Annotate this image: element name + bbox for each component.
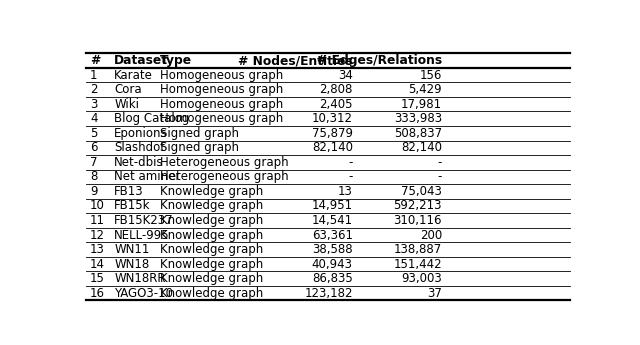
Text: Karate: Karate <box>114 69 153 82</box>
Text: -: - <box>438 170 442 184</box>
Text: Heterogeneous graph: Heterogeneous graph <box>161 156 289 169</box>
Text: 5,429: 5,429 <box>408 83 442 96</box>
Text: Slashdot: Slashdot <box>114 141 165 154</box>
Text: 16: 16 <box>90 287 105 300</box>
Text: Signed graph: Signed graph <box>161 127 239 140</box>
Text: WN18: WN18 <box>114 258 150 270</box>
Text: 8: 8 <box>90 170 97 184</box>
Text: Signed graph: Signed graph <box>161 141 239 154</box>
Text: Knowledge graph: Knowledge graph <box>161 272 264 285</box>
Text: 333,983: 333,983 <box>394 112 442 125</box>
Text: YAGO3-10: YAGO3-10 <box>114 287 173 300</box>
Text: 17,981: 17,981 <box>401 98 442 111</box>
Text: Heterogeneous graph: Heterogeneous graph <box>161 170 289 184</box>
Text: 14: 14 <box>90 258 105 270</box>
Text: 75,043: 75,043 <box>401 185 442 198</box>
Text: Dataset: Dataset <box>114 54 168 67</box>
Text: 13: 13 <box>338 185 353 198</box>
Text: 5: 5 <box>90 127 97 140</box>
Text: 14,951: 14,951 <box>312 199 353 213</box>
Text: Knowledge graph: Knowledge graph <box>161 199 264 213</box>
Text: 592,213: 592,213 <box>394 199 442 213</box>
Text: 3: 3 <box>90 98 97 111</box>
Text: Knowledge graph: Knowledge graph <box>161 185 264 198</box>
Text: -: - <box>438 156 442 169</box>
Text: Blog Catalog: Blog Catalog <box>114 112 189 125</box>
Text: 310,116: 310,116 <box>394 214 442 227</box>
Text: 1: 1 <box>90 69 97 82</box>
Text: 151,442: 151,442 <box>394 258 442 270</box>
Text: 63,361: 63,361 <box>312 228 353 242</box>
Text: Knowledge graph: Knowledge graph <box>161 258 264 270</box>
Text: # Edges/Relations: # Edges/Relations <box>317 54 442 67</box>
Text: Knowledge graph: Knowledge graph <box>161 287 264 300</box>
Text: FB15k: FB15k <box>114 199 151 213</box>
Text: Homogeneous graph: Homogeneous graph <box>161 112 284 125</box>
Text: Homogeneous graph: Homogeneous graph <box>161 83 284 96</box>
Text: 138,887: 138,887 <box>394 243 442 256</box>
Text: FB13: FB13 <box>114 185 144 198</box>
Text: FB15K237: FB15K237 <box>114 214 174 227</box>
Text: 11: 11 <box>90 214 105 227</box>
Text: WN11: WN11 <box>114 243 150 256</box>
Text: 15: 15 <box>90 272 105 285</box>
Text: 82,140: 82,140 <box>312 141 353 154</box>
Text: 4: 4 <box>90 112 97 125</box>
Text: NELL-995: NELL-995 <box>114 228 170 242</box>
Text: Net aminer: Net aminer <box>114 170 180 184</box>
Text: 2: 2 <box>90 83 97 96</box>
Text: 38,588: 38,588 <box>312 243 353 256</box>
Text: # Nodes/Entities: # Nodes/Entities <box>238 54 353 67</box>
Text: #: # <box>90 54 100 67</box>
Text: Knowledge graph: Knowledge graph <box>161 228 264 242</box>
Text: 40,943: 40,943 <box>312 258 353 270</box>
Text: 9: 9 <box>90 185 97 198</box>
Text: 7: 7 <box>90 156 97 169</box>
Text: Eponions: Eponions <box>114 127 168 140</box>
Text: WN18RR: WN18RR <box>114 272 166 285</box>
Text: 2,405: 2,405 <box>319 98 353 111</box>
Text: 13: 13 <box>90 243 105 256</box>
Text: 2,808: 2,808 <box>319 83 353 96</box>
Text: 37: 37 <box>428 287 442 300</box>
Text: Wiki: Wiki <box>114 98 140 111</box>
Text: 14,541: 14,541 <box>312 214 353 227</box>
Text: Cora: Cora <box>114 83 142 96</box>
Text: 10,312: 10,312 <box>312 112 353 125</box>
Text: 34: 34 <box>338 69 353 82</box>
Text: Type: Type <box>161 54 193 67</box>
Text: Homogeneous graph: Homogeneous graph <box>161 98 284 111</box>
Text: 10: 10 <box>90 199 105 213</box>
Text: 123,182: 123,182 <box>304 287 353 300</box>
Text: 75,879: 75,879 <box>312 127 353 140</box>
Text: 6: 6 <box>90 141 97 154</box>
Text: Homogeneous graph: Homogeneous graph <box>161 69 284 82</box>
Text: Net-dbis: Net-dbis <box>114 156 164 169</box>
Text: -: - <box>348 156 353 169</box>
Text: 156: 156 <box>420 69 442 82</box>
Text: 82,140: 82,140 <box>401 141 442 154</box>
Text: Knowledge graph: Knowledge graph <box>161 214 264 227</box>
Text: 200: 200 <box>420 228 442 242</box>
Text: -: - <box>348 170 353 184</box>
Text: 93,003: 93,003 <box>401 272 442 285</box>
Text: Knowledge graph: Knowledge graph <box>161 243 264 256</box>
Text: 508,837: 508,837 <box>394 127 442 140</box>
Text: 12: 12 <box>90 228 105 242</box>
Text: 86,835: 86,835 <box>312 272 353 285</box>
